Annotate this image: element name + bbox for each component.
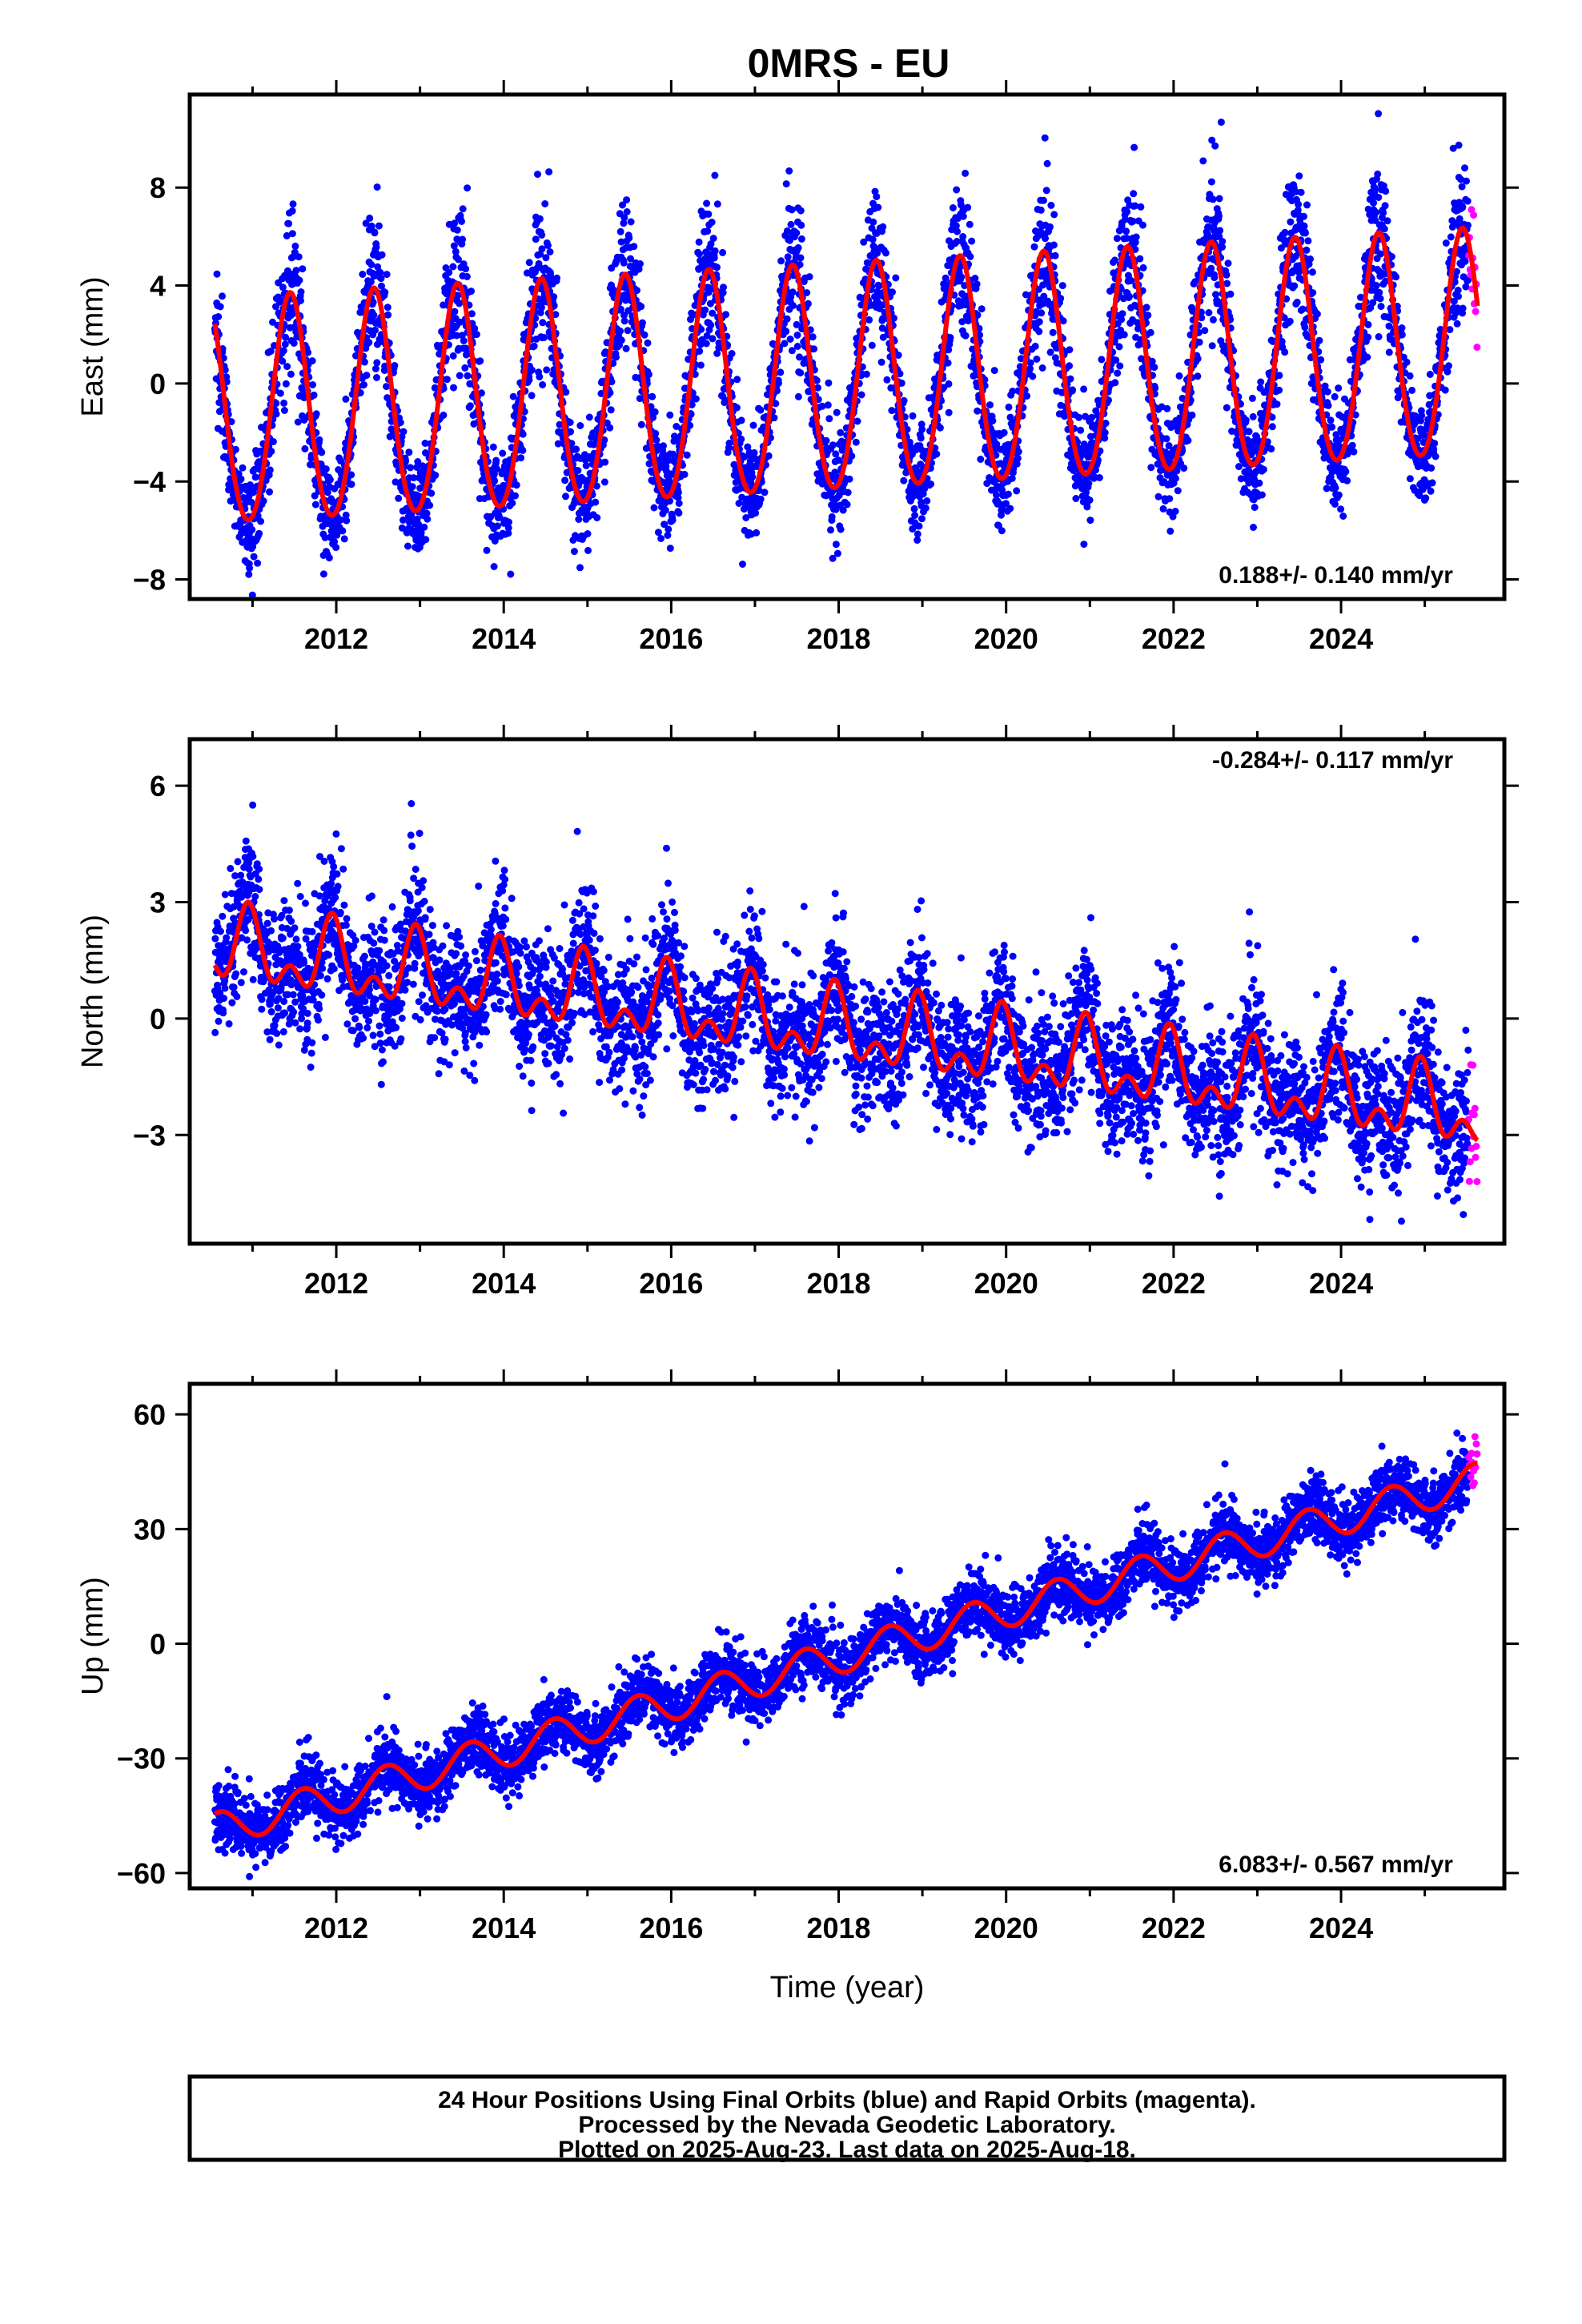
north-model-line [212,899,1480,1143]
east-plot-frame [187,92,1507,601]
x-tick-label: 2016 [639,1267,703,1300]
y-tick-label: 6 [150,770,166,802]
y-axis-label: East (mm) [76,276,110,416]
x-tick-label: 2012 [304,622,368,655]
rate-annotation: 6.083+/- 0.567 mm/yr [1219,1852,1453,1878]
x-tick-label: 2022 [1142,622,1206,655]
x-tick-label: 2020 [974,1912,1038,1944]
north-plot-frame [187,737,1507,1246]
footer-frame [187,2074,1507,2162]
y-tick-label: 4 [150,270,166,303]
x-tick-label: 2022 [1142,1267,1206,1300]
north-rapid-orbit-points [1465,1061,1481,1185]
footer-line-1: 24 Hour Positions Using Final Orbits (bl… [438,2087,1256,2113]
x-tick-label: 2024 [1309,1267,1373,1300]
x-tick-label: 2024 [1309,1912,1373,1944]
x-tick-label: 2014 [472,1912,536,1944]
footer-line-2: Processed by the Nevada Geodetic Laborat… [578,2112,1115,2138]
x-tick-label: 2018 [806,622,870,655]
x-tick-label: 2012 [304,1267,368,1300]
y-tick-label: −3 [133,1119,166,1152]
x-tick-label: 2016 [639,1912,703,1944]
y-tick-label: −4 [133,465,166,498]
east-model-line [212,225,1480,523]
y-tick-label: 0 [150,368,166,400]
up-panel: 2012 2014 2016 2018 2020 2022 2024 60 30 0 −30 −60 U… [76,1369,1519,2004]
x-tick-label: 2024 [1309,622,1373,655]
y-tick-label: 8 [150,171,166,204]
y-tick-label: −60 [117,1857,166,1890]
y-tick-label: 3 [150,887,166,919]
x-tick-label: 2018 [806,1912,870,1944]
y-tick-label: 0 [150,1628,166,1661]
x-tick-label: 2014 [472,622,536,655]
y-tick-label: 60 [134,1398,166,1431]
rate-annotation: 0.188+/- 0.140 mm/yr [1219,562,1453,589]
north-final-orbit-points [211,800,1472,1225]
y-tick-label: −30 [117,1743,166,1775]
y-axis-label: Up (mm) [76,1577,110,1695]
x-tick-label: 2018 [806,1267,870,1300]
north-panel: 2012 2014 2016 2018 2020 2022 2024 6 3 0 −3 North (… [76,725,1519,1300]
east-rapid-orbit-points [1465,206,1481,352]
east-panel: 2012 2014 2016 2018 2020 2022 2024 8 4 0 −4 −8 East … [76,80,1519,655]
x-axis-label: Time (year) [770,1971,925,2004]
y-axis-label: North (mm) [76,915,110,1068]
up-final-orbit-points [211,1429,1472,1880]
x-tick-label: 2020 [974,1267,1038,1300]
x-tick-label: 2022 [1142,1912,1206,1944]
east-final-orbit-points [211,110,1472,599]
footer-box: 24 Hour Positions Using Final Orbits (bl… [187,2074,1507,2163]
up-rapid-orbit-points [1465,1433,1481,1490]
x-tick-label: 2014 [472,1267,536,1300]
footer-line-3: Plotted on 2025-Aug-23. Last data on 202… [558,2137,1136,2163]
chart-title: 0MRS - EU [748,41,950,86]
up-plot-frame [187,1381,1507,1891]
y-tick-label: −8 [133,564,166,597]
x-tick-label: 2020 [974,622,1038,655]
x-tick-label: 2012 [304,1912,368,1944]
x-tick-label: 2016 [639,622,703,655]
rate-annotation: -0.284+/- 0.117 mm/yr [1212,747,1453,774]
up-model-line [213,1460,1480,1838]
y-tick-label: 30 [134,1513,166,1546]
y-tick-label: 0 [150,1003,166,1035]
